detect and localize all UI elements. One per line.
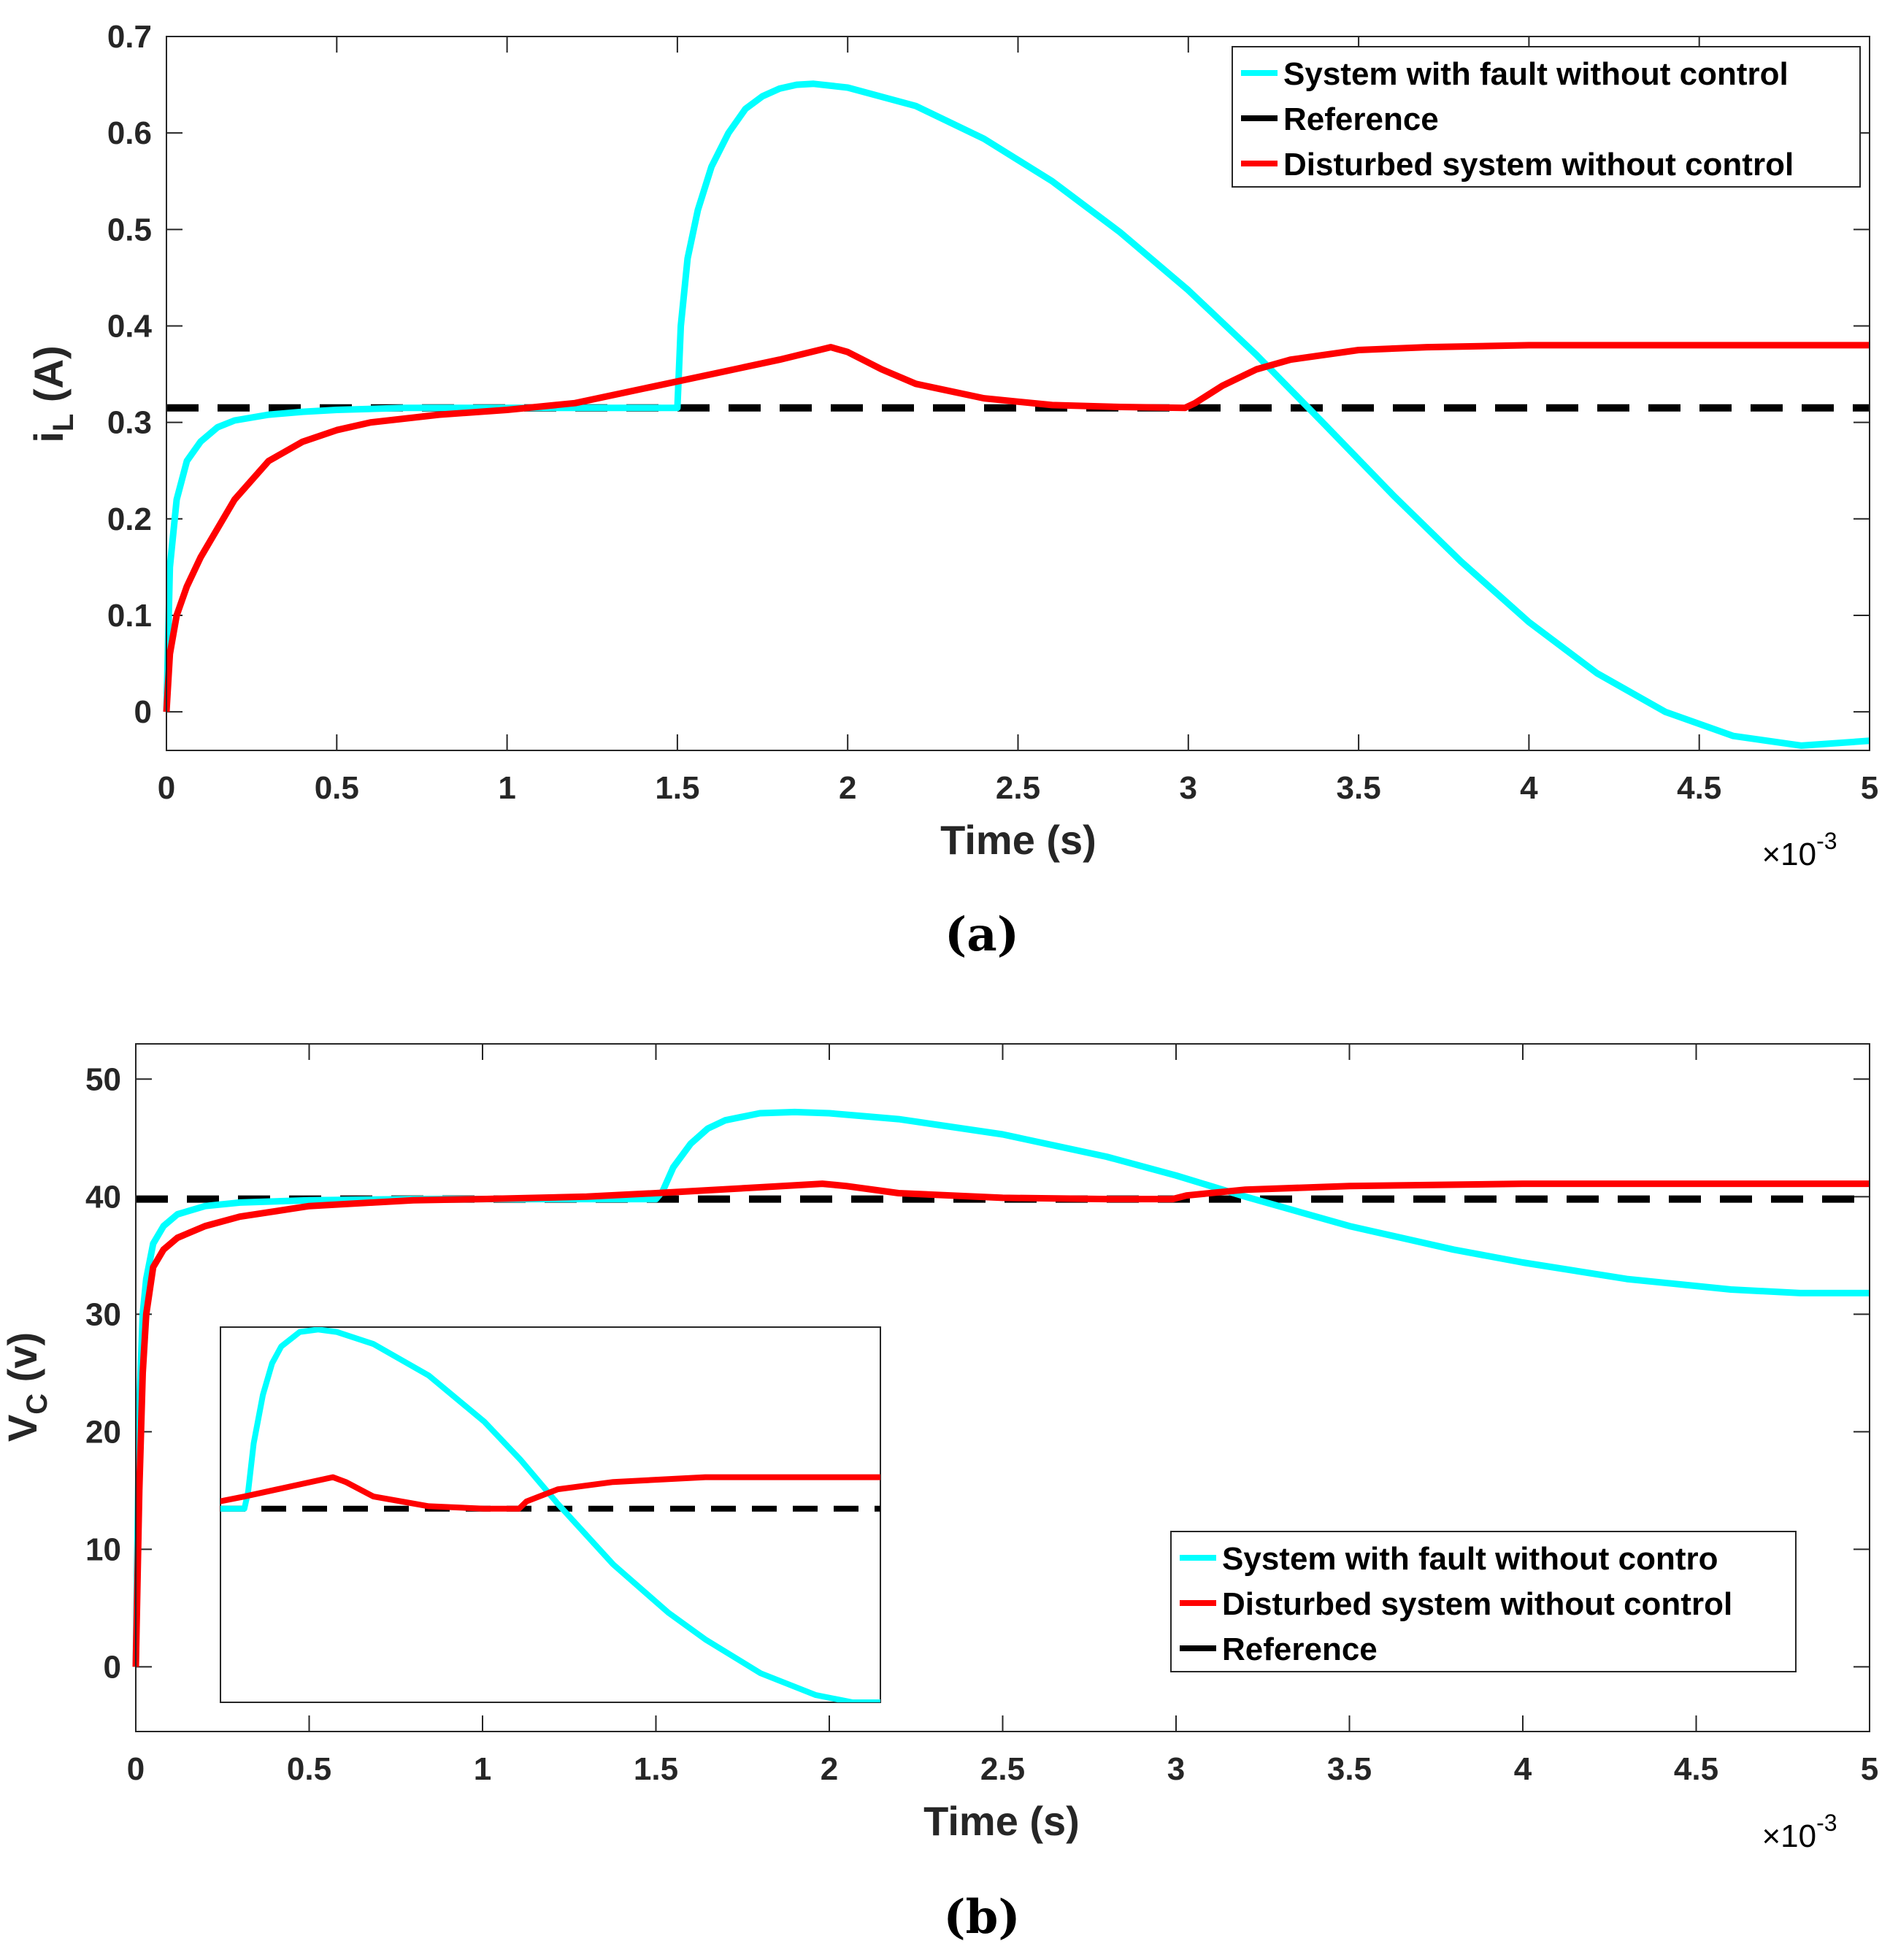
inset-plot-area: [220, 1327, 880, 1702]
y-tick-label: 0: [104, 1649, 121, 1685]
x-tick-label: 4: [1514, 1751, 1532, 1787]
y-tick-label: 20: [85, 1414, 121, 1450]
x-tick-label: 4.5: [1674, 1751, 1718, 1787]
ticks-b: [135, 1044, 1870, 1732]
x-tick-label: 0.5: [315, 770, 359, 806]
legend-entry-a-1: Reference: [1283, 101, 1439, 137]
y-tick-labels-b: 0 10 20 30 40 50: [85, 1061, 121, 1685]
x-tick-label: 3: [1180, 770, 1197, 806]
inset-line-fault: [220, 1327, 880, 1702]
y-tick-label: 0.7: [107, 19, 152, 55]
x-tick-label: 2.5: [980, 1751, 1025, 1787]
y-axis-label-a: iL (A): [26, 345, 80, 442]
inset-zoom-b: [220, 1326, 881, 1703]
y-tick-label: 50: [85, 1061, 121, 1097]
x-tick-label: 1: [498, 770, 515, 806]
legend-b: System with fault without contro Disturb…: [1170, 1531, 1797, 1672]
inset-box: [220, 1326, 881, 1703]
plot-area-b: [132, 1108, 1870, 1667]
y-tick-label: 0.6: [107, 115, 152, 151]
x-tick-label: 0.5: [287, 1751, 331, 1787]
axes-box-b: [135, 1043, 1870, 1732]
ticks-a: [166, 36, 1870, 750]
x-exponent-b: ×10-3: [1762, 1810, 1837, 1854]
x-tick-label: 0: [158, 770, 175, 806]
inset-line-disturbed: [220, 1474, 880, 1512]
y-axis-label-b: VC (v): [0, 1332, 53, 1442]
y-tick-label: 10: [85, 1532, 121, 1567]
legend-entry-b-2: Reference: [1222, 1632, 1378, 1667]
x-tick-label: 1.5: [634, 1751, 678, 1787]
y-tick-labels-a: 0 0.1 0.2 0.3 0.4 0.5 0.6 0.7: [107, 19, 153, 730]
legend-entry-b-0: System with fault without contro: [1222, 1541, 1718, 1577]
legend-entry-a-2: Disturbed system without control: [1283, 147, 1794, 182]
x-tick-label: 4.5: [1677, 770, 1721, 806]
x-tick-label: 0: [127, 1751, 145, 1787]
legend-a: System with fault without control Refere…: [1232, 46, 1861, 188]
y-tick-label: 0: [134, 694, 152, 730]
series-line-disturbed: [163, 342, 1870, 712]
x-tick-label: 2: [821, 1751, 838, 1787]
y-tick-label: 0.5: [107, 212, 152, 247]
x-tick-label: 2: [839, 770, 856, 806]
svg-text:VC (v): VC (v): [0, 1332, 53, 1442]
x-tick-labels-a: 0 0.5 1 1.5 2 2.5 3 3.5 4 4.5 5: [158, 770, 1878, 806]
y-tick-label: 30: [85, 1296, 121, 1332]
x-tick-label: 1.5: [655, 770, 699, 806]
svg-text:iL (A): iL (A): [26, 345, 80, 442]
x-axis-label-b: Time (s): [923, 1798, 1080, 1844]
y-tick-label: 0.4: [107, 308, 153, 344]
axes-box-a: [166, 36, 1870, 751]
inset-series: [220, 1327, 880, 1702]
series-line-fault: [163, 80, 1870, 749]
x-tick-label: 5: [1861, 1751, 1878, 1787]
x-tick-labels-b: 0 0.5 1 1.5 2 2.5 3 3.5 4 4.5 5: [127, 1751, 1878, 1787]
panel-b: 0 0.5 1 1.5 2 2.5 3 3.5 4 4.5 5 0 10 20 30 40 50 Time (…: [0, 1043, 1878, 1945]
x-tick-label: 1: [474, 1751, 491, 1787]
series-line-disturbed: [132, 1180, 1870, 1667]
legend-entry-b-1: Disturbed system without control: [1222, 1586, 1732, 1622]
legend-box-a: [1232, 46, 1861, 188]
x-tick-label: 4: [1520, 770, 1538, 806]
series-line-fault: [132, 1108, 1870, 1667]
y-tick-label: 40: [85, 1179, 121, 1215]
x-tick-label: 2.5: [996, 770, 1040, 806]
y-tick-label: 0.2: [107, 501, 152, 537]
x-exponent-a: ×10-3: [1762, 828, 1837, 872]
x-axis-label-a: Time (s): [940, 817, 1096, 863]
plot-area-a: [163, 80, 1870, 749]
x-tick-label: 3.5: [1337, 770, 1381, 806]
caption-a: (a): [945, 907, 1019, 962]
x-tick-label: 5: [1861, 770, 1878, 806]
x-tick-label: 3: [1167, 1751, 1185, 1787]
caption-b: (b): [943, 1890, 1020, 1945]
legend-entry-a-0: System with fault without control: [1283, 56, 1789, 92]
x-tick-label: 3.5: [1327, 1751, 1372, 1787]
panel-a: 0 0.5 1 1.5 2 2.5 3 3.5 4 4.5 5 0 0.1 0.2 0.3 0.4 0.5 0.…: [26, 19, 1878, 962]
y-tick-label: 0.3: [107, 405, 152, 441]
legend-box-b: [1170, 1531, 1797, 1672]
y-tick-label: 0.1: [107, 598, 152, 634]
